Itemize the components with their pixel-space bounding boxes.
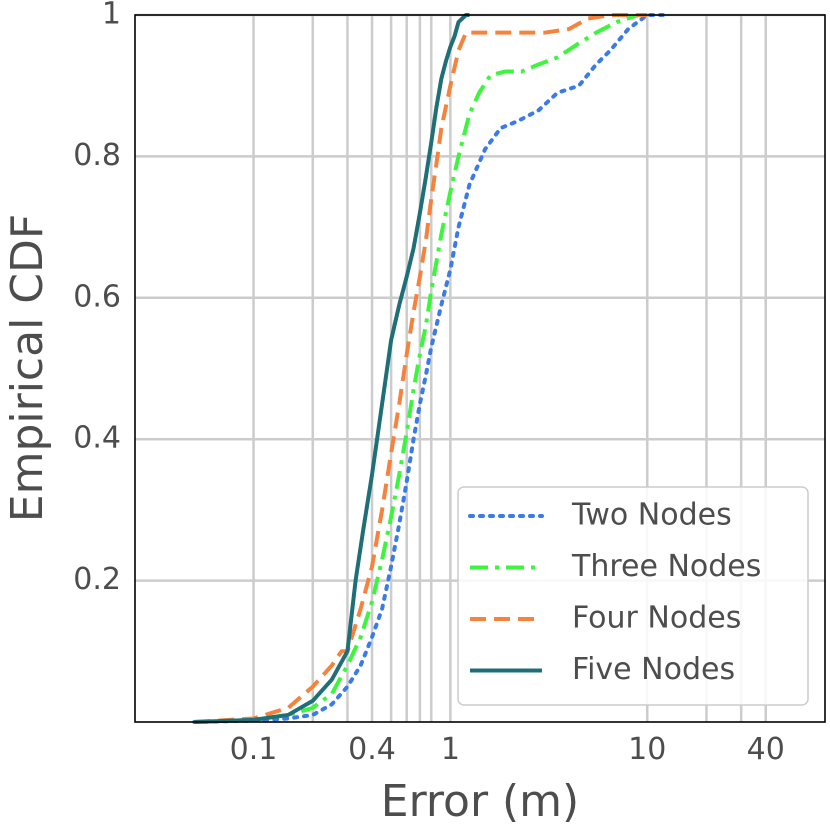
legend-label-3: Four Nodes [572,601,741,636]
y-tick-label: 1 [102,0,121,32]
y-tick-labels: 0.2 0.4 0.6 0.8 1 [73,0,121,597]
y-tick-label: 0.6 [73,279,121,314]
series-line-1 [192,13,665,724]
x-tick-labels: 0.1 0.4 1 10 40 [230,732,785,767]
series-line-2 [194,13,648,724]
x-tick-label: 1 [441,732,460,767]
y-tick-label: 0.2 [73,562,121,597]
y-tick-label: 0.4 [73,421,121,456]
x-tick-label: 0.4 [348,732,396,767]
legend-label-1: Two Nodes [571,498,732,533]
plot-frame [134,14,826,723]
series-lines [192,13,665,724]
x-tick-label: 0.1 [230,732,278,767]
series-line-3 [194,13,648,724]
y-axis-title: Empirical CDF [2,214,53,522]
series-line-4 [194,13,470,724]
legend-label-2: Three Nodes [571,549,761,584]
x-tick-label: 40 [747,732,785,767]
legend-box [457,486,809,706]
y-tick-label: 0.8 [73,138,121,173]
legend: Two Nodes Three Nodes Four Nodes Five Nodes [457,486,809,706]
legend-label-4: Five Nodes [572,652,735,687]
x-axis-title: Error (m) [381,776,579,826]
x-tick-label: 10 [628,732,666,767]
